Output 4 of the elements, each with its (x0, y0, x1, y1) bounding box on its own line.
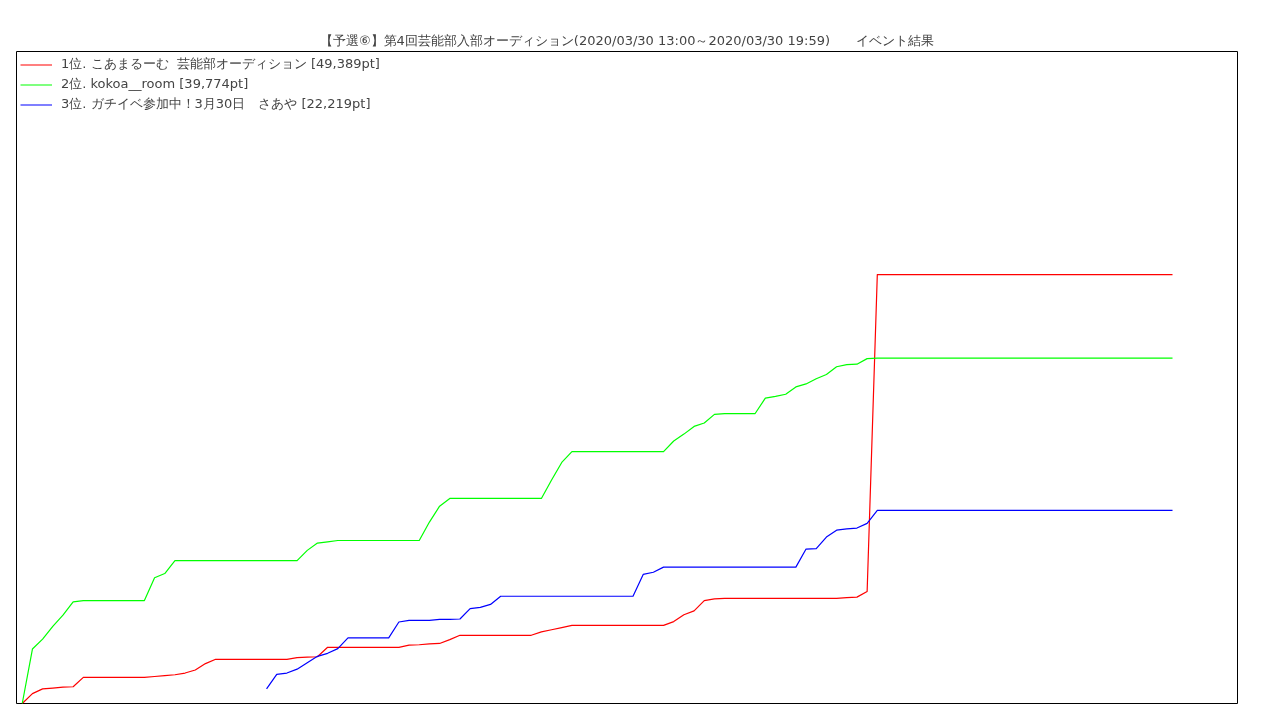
legend-label: 3位. ガチイベ参加中！3月30日 さあや [22,219pt] (61, 95, 371, 113)
chart-title: 【予選⑥】第4回芸能部入部オーディション(2020/03/30 13:00～2020/03/30 19:59) イベント結果 (319, 32, 935, 48)
legend-label: 2位. kokoa__room [39,774pt] (61, 75, 249, 93)
legend-label: 1位. こあまるーむ 芸能部オーディション [49,389pt] (61, 55, 380, 73)
